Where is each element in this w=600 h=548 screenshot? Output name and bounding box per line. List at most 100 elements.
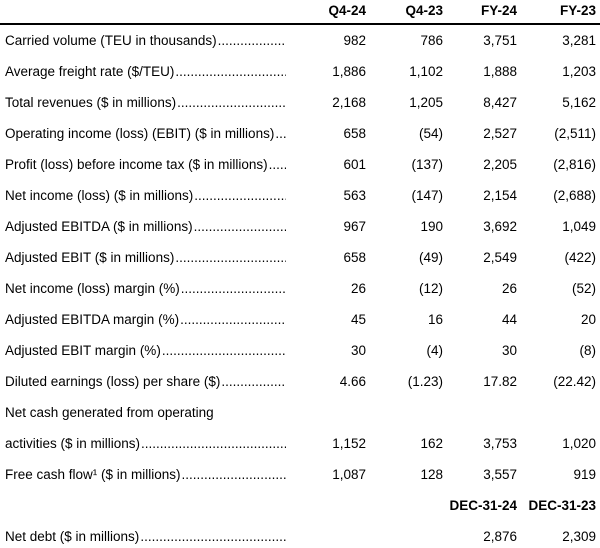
dot-leader: ........................................… (141, 436, 286, 451)
value-fy-23: DEC-31-23 (528, 498, 596, 513)
row-label-cell: Total revenues ($ in millions) .........… (0, 95, 286, 110)
dot-leader: ........................................… (194, 188, 286, 203)
value-fy-23: 2,309 (562, 529, 596, 544)
value-fy-24: 1,888 (483, 64, 517, 79)
value-fy-23: (8) (579, 343, 597, 358)
dot-leader: ........................................… (175, 250, 286, 265)
table-row: Average freight rate ($/TEU) ...........… (0, 56, 600, 87)
value-fy-24: DEC-31-24 (449, 498, 517, 513)
row-label: Adjusted EBITDA ($ in millions) (5, 219, 193, 234)
row-label-cell: Net cash generated from operating (0, 405, 286, 420)
table-row: Net cash generated from operating (0, 397, 600, 428)
table-row: Carried volume (TEU in thousands) ......… (0, 25, 600, 56)
dot-leader: ........................................… (275, 126, 286, 141)
value-q4-24: 26 (350, 281, 366, 296)
value-q4-24: 4.66 (339, 374, 366, 389)
value-q4-24: 601 (343, 157, 366, 172)
value-fy-23: (2,688) (553, 188, 596, 203)
column-header-q4-24: Q4-24 (328, 3, 366, 18)
value-fy-24: 3,753 (483, 436, 517, 451)
value-fy-23: (422) (564, 250, 596, 265)
value-q4-23: 1,102 (409, 64, 443, 79)
value-q4-23: 16 (427, 312, 443, 327)
dot-leader: ........................................… (177, 95, 286, 110)
row-label: Total revenues ($ in millions) (5, 95, 177, 110)
dot-leader: ........................................… (180, 312, 286, 327)
value-fy-23: 20 (580, 312, 596, 327)
row-label-cell: Diluted earnings (loss) per share ($) ..… (0, 374, 286, 389)
value-fy-24: 3,692 (483, 219, 517, 234)
value-fy-23: (52) (571, 281, 596, 296)
row-label-cell: Net income (loss) ($ in millions) ......… (0, 188, 286, 203)
value-q4-24: 30 (350, 343, 366, 358)
value-q4-24: 982 (343, 33, 366, 48)
value-q4-24: 1,087 (332, 467, 366, 482)
value-q4-24: 45 (350, 312, 366, 327)
row-label: Net debt ($ in millions) (5, 529, 140, 544)
table-row: Free cash flow¹ ($ in millions) ........… (0, 459, 600, 490)
value-fy-23: 919 (573, 467, 596, 482)
dot-leader: ........................................… (193, 219, 286, 234)
dot-leader: ........................................… (217, 33, 286, 48)
value-fy-23: (2,511) (554, 126, 596, 141)
row-label: Free cash flow¹ ($ in millions) (5, 467, 181, 482)
row-label-cell: Carried volume (TEU in thousands) ......… (0, 33, 286, 48)
row-label-cell: Adjusted EBIT ($ in millions) ..........… (0, 250, 286, 265)
value-q4-23: 128 (420, 467, 443, 482)
value-q4-23: (147) (411, 188, 443, 203)
row-label: Diluted earnings (loss) per share ($) (5, 374, 221, 389)
value-q4-23: (54) (418, 126, 443, 141)
dot-leader: ........................................… (221, 374, 286, 389)
row-label: Adjusted EBITDA margin (%) (5, 312, 180, 327)
value-fy-23: 5,162 (562, 95, 596, 110)
table-row: Adjusted EBITDA ($ in millions) ........… (0, 211, 600, 242)
value-fy-24: 2,205 (483, 157, 517, 172)
row-label: Net income (loss) ($ in millions) (5, 188, 194, 203)
value-fy-23: (2,816) (553, 157, 596, 172)
value-q4-23: 190 (420, 219, 443, 234)
dot-leader: ........................................… (180, 281, 286, 296)
row-label-cell: Adjusted EBITDA ($ in millions) ........… (0, 219, 286, 234)
table-body: Carried volume (TEU in thousands) ......… (0, 25, 600, 548)
row-label-cell: Operating income (loss) (EBIT) ($ in mil… (0, 126, 286, 141)
value-fy-24: 2,876 (483, 529, 517, 544)
dot-leader: ........................................… (175, 64, 286, 79)
dot-leader: ........................................… (268, 157, 286, 172)
table-row: Adjusted EBIT margin (%) ...............… (0, 335, 600, 366)
value-fy-24: 2,154 (483, 188, 517, 203)
table-row: Diluted earnings (loss) per share ($) ..… (0, 366, 600, 397)
value-q4-23: 786 (420, 33, 443, 48)
value-q4-24: 658 (343, 250, 366, 265)
table-header-row: Q4-24 Q4-23 FY-24 FY-23 (0, 0, 600, 25)
value-q4-23: (137) (411, 157, 443, 172)
table-row: Net income (loss) ($ in millions) ......… (0, 180, 600, 211)
value-q4-24: 563 (343, 188, 366, 203)
table-row: Adjusted EBIT ($ in millions) ..........… (0, 242, 600, 273)
value-q4-23: (1.23) (407, 374, 443, 389)
value-fy-24: 26 (501, 281, 517, 296)
row-label: Net income (loss) margin (%) (5, 281, 180, 296)
value-fy-24: 3,751 (483, 33, 517, 48)
value-q4-23: (49) (418, 250, 443, 265)
table-row: Net income (loss) margin (%) ...........… (0, 273, 600, 304)
row-label-cell: activities ($ in millions) .............… (0, 436, 286, 451)
value-fy-24: 2,549 (483, 250, 517, 265)
row-label-cell: Net debt ($ in millions) ...............… (0, 529, 286, 544)
value-fy-24: 30 (501, 343, 517, 358)
table-row: Profit (loss) before income tax ($ in mi… (0, 149, 600, 180)
value-fy-23: (22.42) (553, 374, 596, 389)
value-q4-24: 658 (343, 126, 366, 141)
dot-leader: ........................................… (161, 343, 286, 358)
value-q4-23: (12) (418, 281, 443, 296)
table-row: Operating income (loss) (EBIT) ($ in mil… (0, 118, 600, 149)
value-fy-24: 3,557 (483, 467, 517, 482)
row-label: Operating income (loss) (EBIT) ($ in mil… (5, 126, 275, 141)
value-fy-24: 2,527 (483, 126, 517, 141)
value-fy-23: 1,203 (562, 64, 596, 79)
value-q4-24: 967 (343, 219, 366, 234)
table-row: activities ($ in millions) .............… (0, 428, 600, 459)
row-label-cell: Profit (loss) before income tax ($ in mi… (0, 157, 286, 172)
dot-leader: ........................................… (140, 529, 286, 544)
row-label: Net cash generated from operating (5, 405, 214, 420)
